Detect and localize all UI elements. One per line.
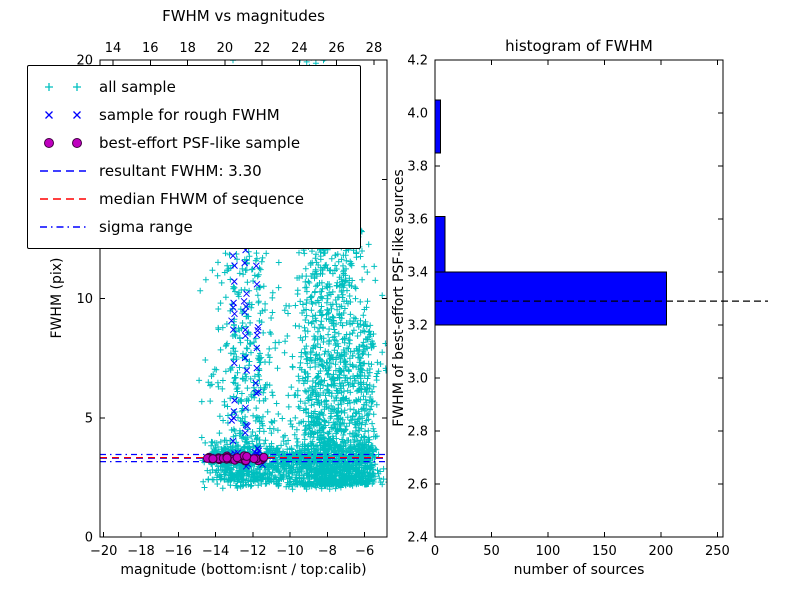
legend-entry-psf-sample: best-effort PSF-like sample xyxy=(37,129,351,157)
right-chart-title: histogram of FWHM xyxy=(505,37,653,55)
svg-text:4.2: 4.2 xyxy=(407,54,428,69)
svg-text:150: 150 xyxy=(592,544,617,559)
histogram-bars xyxy=(434,99,667,326)
svg-text:20: 20 xyxy=(76,54,93,69)
svg-text:28: 28 xyxy=(366,41,383,56)
svg-text:3.6: 3.6 xyxy=(407,213,428,228)
svg-text:−20: −20 xyxy=(90,544,117,559)
legend-label: median FHWM of sequence xyxy=(99,190,304,208)
rough-fwhm-marker-icon xyxy=(45,111,81,119)
dashed-blue-line-icon xyxy=(40,170,86,172)
legend-label: resultant FWHM: 3.30 xyxy=(99,162,262,180)
svg-text:16: 16 xyxy=(142,41,159,56)
psf-sample-marker-icon xyxy=(44,138,82,148)
left-plot-area xyxy=(100,60,387,493)
psf-sample-points xyxy=(202,451,269,466)
svg-text:−6: −6 xyxy=(355,544,374,559)
legend-entry-rough-fwhm: sample for rough FWHM xyxy=(37,101,351,129)
left-xaxis-label: magnitude (bottom:isnt / top:calib) xyxy=(120,562,367,578)
histogram-bar xyxy=(434,99,442,154)
svg-text:2.4: 2.4 xyxy=(407,531,428,546)
legend-entry-sigma-range: sigma range xyxy=(37,213,351,241)
svg-text:100: 100 xyxy=(536,544,561,559)
svg-text:20: 20 xyxy=(217,41,234,56)
svg-text:−8: −8 xyxy=(318,544,337,559)
svg-text:200: 200 xyxy=(648,544,673,559)
svg-text:26: 26 xyxy=(328,41,345,56)
legend-label: all sample xyxy=(99,78,176,96)
left-chart-title: FWHM vs magnitudes xyxy=(162,7,325,25)
right-plot-frame xyxy=(434,59,724,538)
svg-text:−18: −18 xyxy=(127,544,154,559)
legend-label: sigma range xyxy=(99,218,193,236)
svg-text:50: 50 xyxy=(483,544,500,559)
right-xaxis-label: number of sources xyxy=(513,562,645,578)
svg-text:4.0: 4.0 xyxy=(407,107,428,122)
svg-text:0: 0 xyxy=(85,531,93,546)
svg-text:18: 18 xyxy=(179,41,196,56)
svg-text:3.2: 3.2 xyxy=(407,319,428,334)
svg-text:22: 22 xyxy=(254,41,271,56)
left-yaxis-label: FWHM (pix) xyxy=(49,257,65,339)
svg-text:−14: −14 xyxy=(202,544,229,559)
dashed-red-line-icon xyxy=(40,198,86,200)
legend-entry-median-fwhm: median FHWM of sequence xyxy=(37,185,351,213)
svg-text:2.8: 2.8 xyxy=(407,425,428,440)
right-yaxis-label: FWHM of best-effort PSF-like sources xyxy=(391,169,407,427)
all-sample-marker-icon xyxy=(45,83,81,91)
svg-text:0: 0 xyxy=(431,544,439,559)
svg-text:5: 5 xyxy=(85,411,93,426)
left-plot-frame xyxy=(99,59,388,538)
legend-label: best-effort PSF-like sample xyxy=(99,134,301,152)
svg-text:3.4: 3.4 xyxy=(407,266,428,281)
histogram-bar xyxy=(434,271,667,326)
svg-text:14: 14 xyxy=(105,41,122,56)
legend: all sample sample for rough FWHM best-ef… xyxy=(27,65,361,249)
legend-entry-all-sample: all sample xyxy=(37,73,351,101)
histogram-bar xyxy=(434,215,446,273)
legend-entry-resultant-fwhm: resultant FWHM: 3.30 xyxy=(37,157,351,185)
svg-text:24: 24 xyxy=(291,41,308,56)
svg-text:−10: −10 xyxy=(276,544,303,559)
dashdot-blue-line-icon xyxy=(40,226,86,228)
svg-text:2.6: 2.6 xyxy=(407,478,428,493)
svg-text:−12: −12 xyxy=(239,544,266,559)
svg-text:3.8: 3.8 xyxy=(407,160,428,175)
svg-text:10: 10 xyxy=(76,292,93,307)
svg-text:250: 250 xyxy=(705,544,730,559)
svg-text:−16: −16 xyxy=(165,544,192,559)
svg-text:3.0: 3.0 xyxy=(407,372,428,387)
legend-label: sample for rough FWHM xyxy=(99,106,280,124)
